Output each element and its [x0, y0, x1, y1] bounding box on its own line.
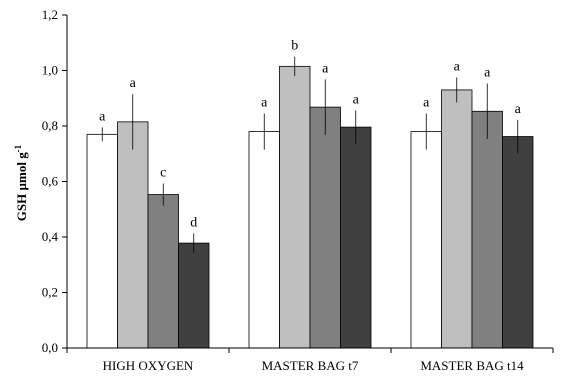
bar: [279, 65, 311, 349]
y-tick-label: 0,0: [42, 340, 58, 355]
significance-label: a: [99, 109, 106, 124]
bar: [248, 131, 280, 349]
x-category-label: MASTER BAG t7: [262, 358, 359, 373]
bar: [340, 126, 372, 349]
significance-label: c: [160, 165, 166, 180]
significance-label: a: [515, 102, 522, 117]
significance-label: a: [322, 61, 329, 76]
significance-label: a: [353, 92, 360, 107]
significance-label: a: [261, 96, 268, 111]
bar: [471, 110, 503, 349]
y-tick-label: 0,8: [42, 118, 58, 133]
significance-label: b: [291, 39, 298, 54]
y-tick-label: 0,2: [42, 285, 58, 300]
x-category-label: HIGH OXYGEN: [103, 358, 194, 373]
bar: [178, 242, 210, 349]
y-tick-label: 0,4: [42, 229, 59, 244]
x-axis: HIGH OXYGEN MASTER BAG t7 MASTER BAG t14: [66, 347, 554, 373]
significance-label: a: [454, 59, 461, 74]
y-axis-title: GSH µmol g-1: [13, 144, 29, 221]
bar: [441, 89, 473, 349]
significance-label: d: [190, 215, 197, 230]
significance-label: a: [423, 96, 430, 111]
bar: [147, 194, 179, 349]
y-axis-title-superscript: -1: [13, 144, 23, 152]
bars: a a a a b a c a a d a a: [86, 39, 534, 349]
significance-label: a: [484, 66, 491, 81]
significance-label: a: [130, 76, 137, 91]
bar: [502, 136, 534, 349]
bar: [309, 106, 341, 349]
y-tick-label: 1,2: [42, 7, 58, 22]
bar: [117, 121, 149, 349]
y-axis-title-text: GSH µmol g: [14, 152, 29, 221]
y-tick-label: 0,6: [42, 174, 59, 189]
y-axis: 0,0 0,2 0,4 0,6 0,8 1,0 1,2: [42, 7, 68, 355]
y-tick-label: 1,0: [42, 63, 58, 78]
svg-text:GSH µmol g-1: GSH µmol g-1: [13, 144, 29, 221]
bar: [86, 133, 118, 349]
x-category-label: MASTER BAG t14: [420, 358, 524, 373]
bar: [410, 131, 442, 349]
